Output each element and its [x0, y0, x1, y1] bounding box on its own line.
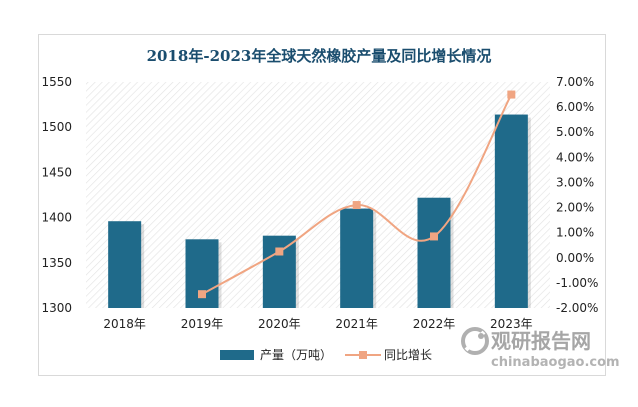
legend-line-label: 同比增长 — [384, 348, 432, 362]
left-tick-label: 1350 — [41, 256, 72, 270]
left-tick-label: 1400 — [41, 211, 72, 225]
legend-line-marker — [359, 351, 367, 359]
growth-line — [201, 94, 513, 296]
bar — [108, 221, 142, 308]
right-tick-label: 1.00% — [556, 226, 594, 240]
left-tick-label: 1300 — [41, 301, 72, 315]
right-tick-label: 4.00% — [556, 150, 594, 164]
bar — [340, 208, 374, 308]
x-tick-label: 2022年 — [413, 317, 456, 331]
right-tick-label: 3.00% — [556, 175, 594, 189]
x-tick-label: 2020年 — [258, 317, 301, 331]
x-tick-label: 2021年 — [335, 317, 378, 331]
right-tick-label: 6.00% — [556, 100, 594, 114]
left-tick-label: 1550 — [41, 75, 72, 89]
bar — [417, 197, 451, 308]
x-tick-label: 2023年 — [490, 317, 533, 331]
legend-bar-label: 产量（万吨） — [260, 348, 332, 362]
chart-title: 2018年-2023年全球天然橡胶产量及同比增长情况 — [147, 47, 492, 65]
x-tick-label: 2019年 — [181, 317, 224, 331]
right-tick-label: 0.00% — [556, 251, 594, 265]
growth-point — [275, 247, 284, 256]
x-tick-label: 2018年 — [103, 317, 146, 331]
growth-point — [507, 90, 516, 99]
bar — [494, 114, 528, 308]
right-tick-label: -2.00% — [556, 301, 598, 315]
watermark-en: chinabaogao.com — [491, 355, 620, 370]
watermark-logo-icon — [461, 327, 489, 355]
growth-point — [352, 201, 361, 210]
legend-bar-swatch — [220, 350, 254, 360]
watermark: 观研报告网 chinabaogao.com — [461, 327, 620, 370]
growth-point — [198, 290, 206, 299]
watermark-cn: 观研报告网 — [491, 329, 591, 353]
right-tick-label: 2.00% — [556, 201, 594, 215]
right-tick-label: -1.00% — [556, 276, 598, 290]
right-tick-label: 5.00% — [556, 125, 594, 139]
left-tick-label: 1500 — [41, 120, 72, 134]
left-tick-label: 1450 — [41, 165, 72, 179]
growth-point — [430, 232, 438, 241]
plot-area — [86, 82, 550, 308]
right-tick-label: 7.00% — [556, 75, 594, 89]
bar — [262, 235, 296, 308]
